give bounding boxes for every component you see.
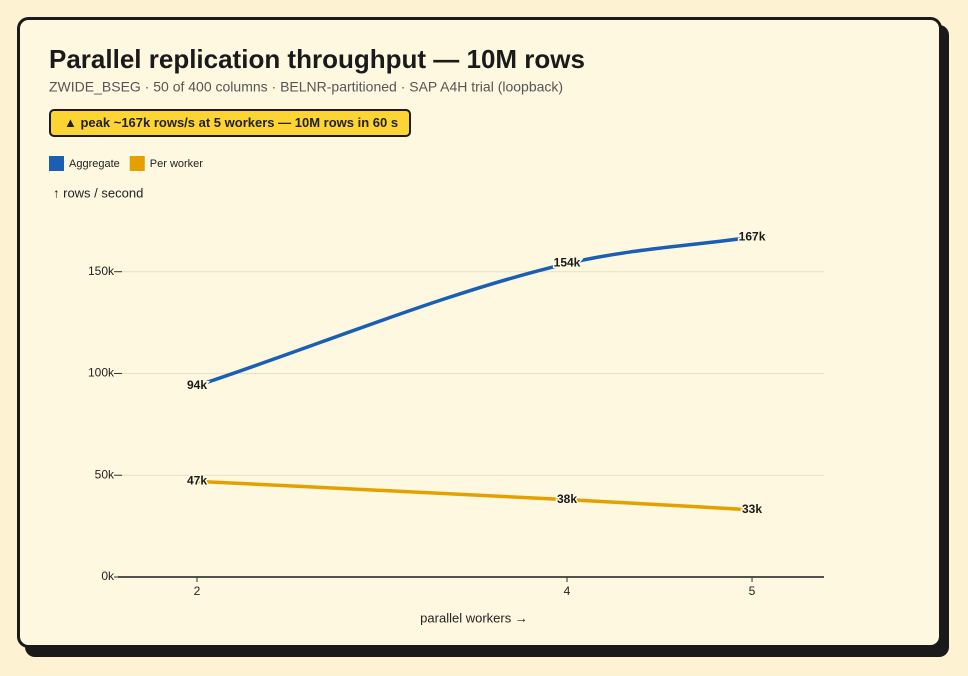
data-label: 154k (554, 256, 581, 270)
y-tick-label: 50k (95, 467, 115, 481)
data-point (564, 260, 571, 267)
legend-swatch (129, 156, 145, 171)
y-tick-label: 150k (88, 264, 115, 278)
chart-subtitle: ZWIDE_BSEG · 50 of 400 columns · BELNR-p… (49, 79, 563, 95)
data-label: 47k (187, 474, 207, 488)
y-axis-label: ↑ rows / second (53, 185, 143, 200)
legend-swatch (49, 156, 64, 171)
legend-label: Aggregate (69, 158, 120, 170)
data-point (749, 234, 756, 241)
data-label: 94k (187, 378, 207, 392)
x-tick-label: 2 (194, 584, 201, 598)
x-tick-label: 5 (749, 584, 756, 598)
x-axis-label: parallel workers → (420, 610, 528, 625)
data-point (193, 478, 200, 485)
annotation: ▲ peak ~167k rows/s at 5 workers — 10M r… (64, 115, 398, 130)
data-point (193, 382, 200, 389)
x-tick-label: 4 (564, 584, 571, 598)
annotation-badge (49, 109, 411, 137)
data-label: 38k (557, 492, 577, 506)
data-point (564, 496, 571, 503)
series-line (195, 479, 754, 512)
y-tick-label: 100k (88, 366, 115, 380)
legend-label: Per worker (150, 158, 204, 170)
chart-title: Parallel replication throughput — 10M ro… (49, 44, 585, 74)
card (17, 17, 942, 648)
data-label: 167k (739, 229, 766, 243)
data-point (749, 506, 756, 513)
series-line (195, 235, 754, 388)
data-label: 33k (742, 502, 762, 516)
y-tick-label: 0k (101, 569, 115, 583)
